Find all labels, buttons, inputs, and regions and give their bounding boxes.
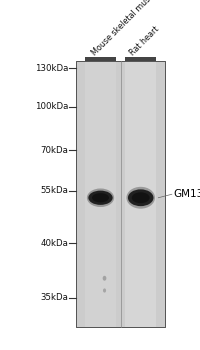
Ellipse shape [86,188,114,207]
Ellipse shape [126,187,154,209]
Ellipse shape [102,276,106,281]
Text: 70kDa: 70kDa [40,146,68,155]
Text: GM13125: GM13125 [173,189,200,199]
Text: 40kDa: 40kDa [40,239,68,248]
Bar [84,61,116,327]
Text: 35kDa: 35kDa [40,293,68,302]
Text: Rat heart: Rat heart [128,25,160,58]
Ellipse shape [131,192,149,203]
Text: 55kDa: 55kDa [40,186,68,195]
Bar [76,61,164,327]
Ellipse shape [88,191,112,205]
Bar [124,57,156,61]
Text: Mouse skeletal muscle: Mouse skeletal muscle [90,0,160,58]
Ellipse shape [102,288,106,293]
Bar [76,61,164,327]
Bar [84,57,116,61]
Bar [124,61,156,327]
Text: 130kDa: 130kDa [34,64,68,73]
Ellipse shape [92,193,108,202]
Text: 100kDa: 100kDa [34,102,68,111]
Ellipse shape [127,189,153,206]
